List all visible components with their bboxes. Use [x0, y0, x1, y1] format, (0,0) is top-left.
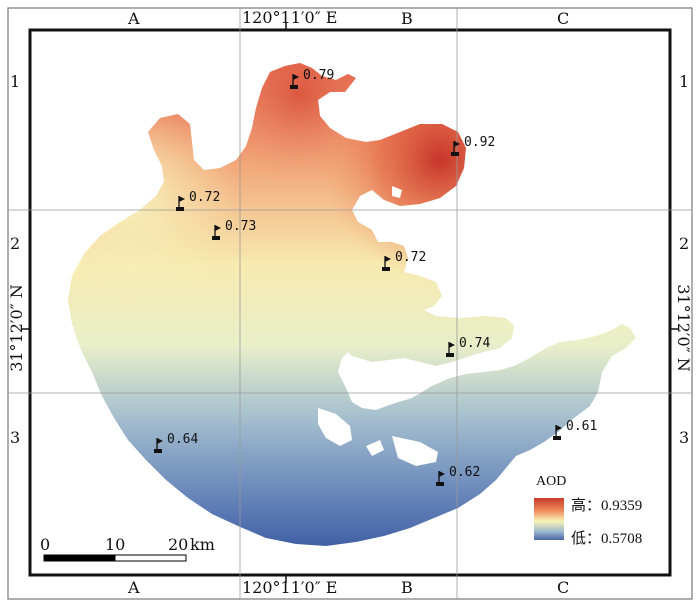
latitude-label-left: 31°12′0″ N — [7, 284, 26, 372]
station-flag-icon — [176, 196, 185, 211]
station-value-label: 0.64 — [167, 432, 199, 447]
station-value-label: 0.61 — [566, 419, 598, 434]
station-flag-icon — [553, 425, 562, 440]
station-value-label: 0.73 — [225, 219, 257, 234]
scale-bar — [43, 554, 187, 562]
station-flag-icon — [154, 438, 163, 453]
station-flag-icon — [212, 225, 221, 240]
station-flag-icon — [382, 256, 391, 271]
left-row-label: 2 — [10, 234, 21, 253]
station-value-label: 0.79 — [303, 68, 335, 83]
right-row-label: 1 — [679, 72, 690, 91]
map-frame — [28, 28, 672, 577]
station-flag-icon — [446, 342, 455, 357]
legend-high-label: 高：0.9359 — [571, 498, 643, 514]
top-col-label: A — [128, 9, 140, 28]
bottom-col-label: B — [401, 578, 413, 597]
top-col-label: B — [401, 9, 413, 28]
legend-title: AOD — [536, 474, 567, 489]
station-flag-icon — [451, 141, 460, 156]
station-value-label: 0.72 — [189, 190, 221, 205]
scale-tick-0: 0 — [40, 535, 51, 554]
graticule — [8, 8, 692, 599]
right-row-label: 2 — [679, 234, 690, 253]
top-col-label: C — [557, 9, 570, 28]
station-flag-icon — [290, 74, 299, 89]
scale-unit: km — [190, 535, 215, 554]
station-value-label: 0.72 — [395, 250, 427, 265]
station-flag-icon — [436, 471, 445, 486]
left-row-label: 1 — [10, 72, 21, 91]
legend-low-label: 低：0.5708 — [571, 531, 643, 547]
latitude-label-right: 31°12′0″ N — [674, 284, 693, 372]
longitude-label-bottom: 120°11′0″ E — [242, 578, 338, 597]
bottom-col-label: A — [128, 578, 140, 597]
longitude-label-top: 120°11′0″ E — [242, 8, 338, 27]
scale-tick-20: 20 — [168, 535, 189, 554]
right-row-label: 3 — [679, 428, 690, 447]
coordinate-ticks — [22, 22, 678, 583]
station-markers — [154, 74, 562, 486]
left-row-label: 3 — [10, 428, 21, 447]
station-value-label: 0.74 — [459, 336, 491, 351]
islands — [318, 186, 438, 466]
bottom-col-label: C — [557, 578, 570, 597]
outer-frame — [7, 7, 693, 600]
scale-tick-10: 10 — [105, 535, 126, 554]
station-value-label: 0.92 — [464, 135, 496, 150]
legend-color-ramp — [534, 498, 564, 540]
station-value-label: 0.62 — [449, 465, 481, 480]
